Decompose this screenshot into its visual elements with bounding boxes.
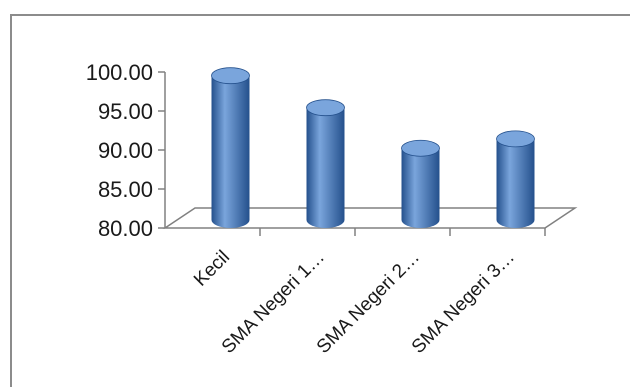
bar-top: [211, 67, 250, 85]
y-tick-label: 95.00: [98, 99, 153, 124]
bar-top: [306, 99, 345, 117]
chart-bars: [211, 67, 535, 228]
bar: [401, 148, 440, 228]
bar: [496, 138, 535, 228]
y-tick-label: 80.00: [98, 216, 153, 241]
x-category-label: SMA Negeri 3…: [408, 247, 519, 358]
bar: [306, 107, 345, 228]
bar: [211, 75, 250, 228]
chart-floor: [162, 207, 578, 229]
bar-top: [401, 139, 440, 157]
x-category-label: SMA Negeri 1…: [218, 247, 329, 358]
bar-top: [496, 130, 535, 148]
chart-frame: [10, 14, 630, 387]
y-tick-label: 85.00: [98, 177, 153, 202]
x-category-label: Kecil: [190, 247, 234, 291]
x-category-label: SMA Negeri 2…: [313, 247, 424, 358]
y-tick-label: 90.00: [98, 138, 153, 163]
y-axis-tick-labels: 80.00 85.00 90.00 95.00 100.00: [86, 60, 165, 241]
y-tick-label: 100.00: [86, 60, 153, 85]
